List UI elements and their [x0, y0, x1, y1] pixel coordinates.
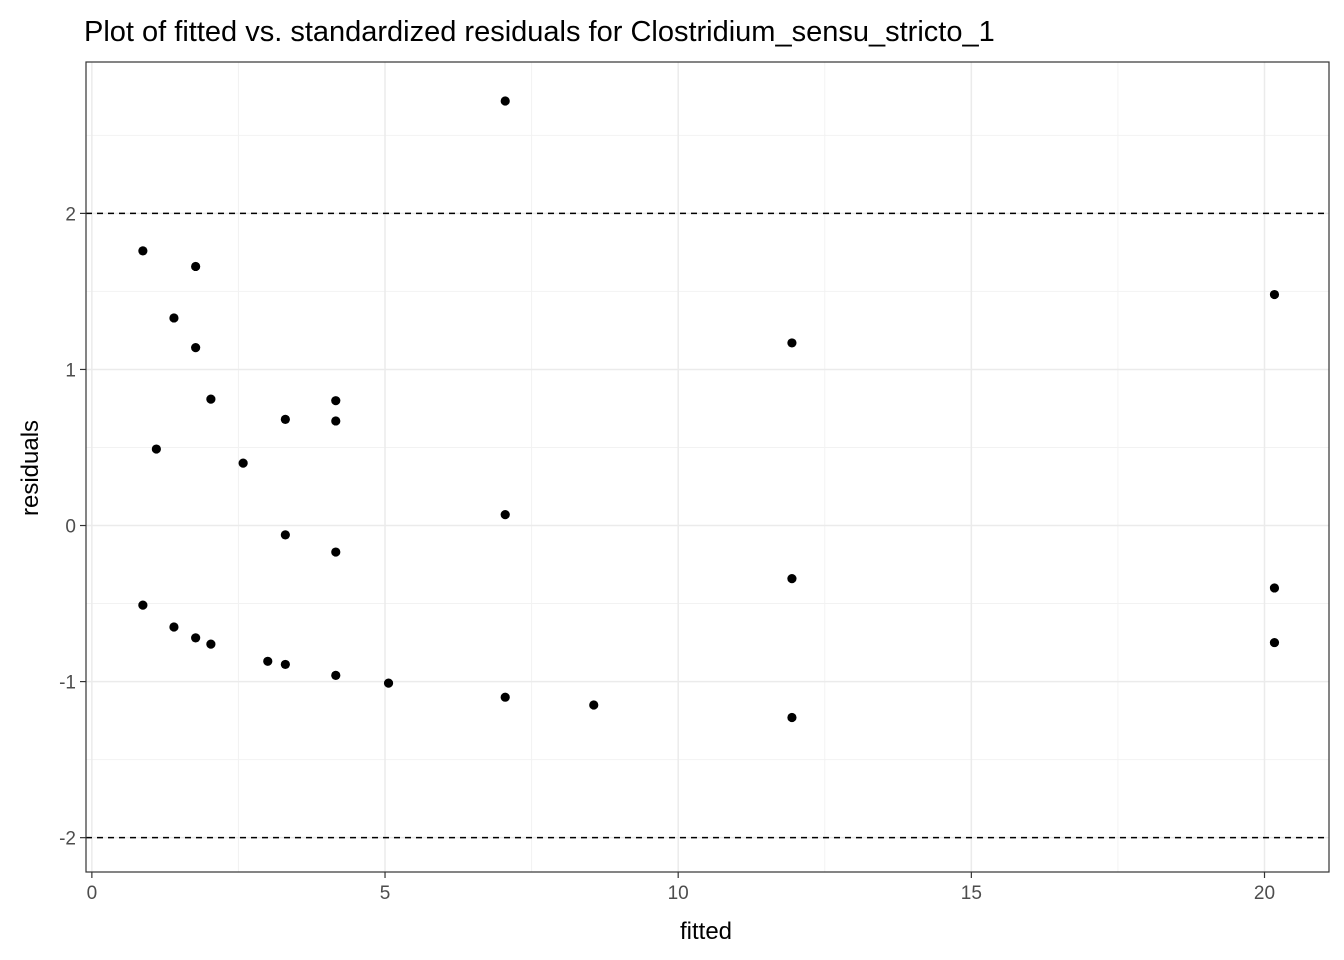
x-tick-label: 20	[1254, 883, 1275, 904]
grid-minor	[86, 62, 1329, 872]
y-tick-label: 2	[65, 204, 76, 225]
data-point	[383, 678, 394, 688]
data-point	[1269, 289, 1280, 300]
y-tick-label: 1	[65, 360, 76, 381]
data-point	[280, 659, 290, 670]
grid-major	[86, 62, 1329, 872]
data-point	[206, 639, 216, 649]
data-point	[1269, 637, 1280, 648]
chart-title: Plot of fitted vs. standardized residual…	[84, 16, 995, 48]
data-point	[589, 700, 599, 710]
data-point	[1269, 583, 1280, 593]
y-axis: -2 -1 0 1 2	[59, 204, 86, 850]
data-point	[138, 600, 148, 610]
data-point	[500, 692, 510, 702]
reference-lines	[86, 212, 1329, 839]
data-point	[280, 414, 290, 424]
x-tick-label: 5	[380, 883, 391, 904]
data-points	[138, 96, 1280, 723]
data-point	[280, 530, 290, 540]
y-tick-label: 0	[65, 517, 76, 538]
data-point	[331, 547, 341, 557]
x-tick-label: 15	[961, 883, 982, 904]
data-point	[169, 313, 179, 323]
x-tick-label: 10	[668, 883, 689, 904]
y-tick-label: -2	[59, 829, 76, 850]
data-point	[206, 394, 216, 404]
data-point	[500, 96, 510, 106]
data-point	[787, 573, 797, 584]
data-point	[331, 670, 341, 680]
x-tick-label: 0	[87, 883, 98, 904]
data-point	[331, 396, 341, 406]
data-point	[151, 444, 161, 454]
data-point	[500, 510, 510, 520]
x-axis: 0 5 10 15 20	[87, 872, 1275, 904]
x-axis-title: fitted	[680, 918, 732, 945]
data-point	[238, 458, 248, 468]
data-point	[138, 246, 148, 256]
data-point	[787, 712, 797, 723]
data-point	[331, 416, 341, 426]
data-point	[263, 656, 273, 666]
panel-border	[85, 61, 1330, 873]
y-axis-title: residuals	[17, 420, 44, 516]
data-point	[787, 338, 797, 348]
data-point	[191, 343, 201, 353]
y-tick-label: -1	[59, 673, 76, 694]
data-point	[169, 622, 179, 632]
data-point	[191, 261, 201, 272]
data-point	[191, 633, 201, 643]
